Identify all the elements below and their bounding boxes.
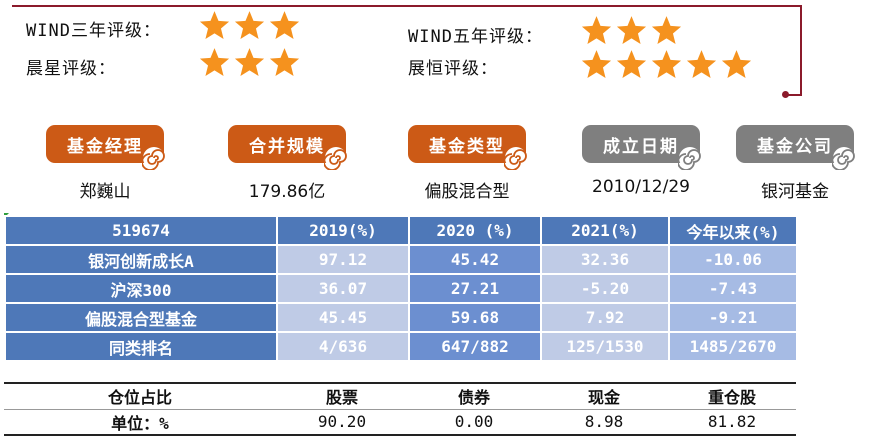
info-tag-value: 偏股混合型: [424, 182, 510, 202]
allocation-value: 90.20: [276, 409, 408, 436]
wind-3yr-stars: [198, 9, 301, 42]
frame-right-line: [800, 5, 802, 96]
star-icon: [686, 50, 717, 78]
row-label: 沪深300: [4, 273, 278, 304]
wind-5yr-stars: [580, 14, 683, 47]
star-icon: [199, 48, 230, 76]
zhanheng-stars: [580, 48, 753, 81]
allocation-table: 仓位占比 股票 债券 现金 重仓股 单位：% 90.20 0.00 8.98 81.82: [4, 382, 796, 436]
column-header: 2019(%): [276, 215, 410, 246]
table-row: 同类排名 4/636 647/882 125/1530 1485/2670: [4, 331, 798, 362]
allocation-value: 0.00: [408, 409, 540, 436]
star-icon: [581, 50, 612, 78]
frame-hook-line: [786, 94, 802, 96]
frame-dot: [782, 91, 789, 98]
info-tag-value: 2010/12/29: [592, 177, 690, 197]
allocation-header: 重仓股: [668, 382, 796, 410]
swirl-icon: [504, 147, 527, 170]
star-icon: [269, 11, 300, 39]
allocation-header: 仓位占比: [4, 382, 276, 410]
performance-table: 519674 2019(%) 2020 (%) 2021(%) 今年以来(%) 银河创新成…: [4, 215, 798, 362]
table-cell: -9.21: [668, 302, 798, 333]
allocation-header-row: 仓位占比 股票 债券 现金 重仓股: [4, 382, 796, 410]
table-cell: 4/636: [276, 331, 410, 362]
morningstar-stars: [198, 46, 301, 79]
zhanheng-rating-label: 展恒评级：: [408, 59, 498, 79]
info-tag-value: 郑巍山: [79, 182, 131, 202]
table-cell: 27.21: [408, 273, 542, 304]
star-icon: [721, 50, 752, 78]
swirl-icon: [678, 147, 701, 170]
row-label: 偏股混合型基金: [4, 302, 278, 333]
morningstar-rating-label: 晨星评级：: [26, 59, 116, 79]
allocation-header: 债券: [408, 382, 540, 410]
allocation-header: 股票: [276, 382, 408, 410]
column-header: 519674: [4, 215, 278, 246]
swirl-icon: [832, 147, 855, 170]
allocation-value: 8.98: [540, 409, 668, 436]
star-icon: [199, 11, 230, 39]
star-icon: [581, 16, 612, 44]
table-row: 沪深300 36.07 27.21 -5.20 -7.43: [4, 273, 798, 304]
star-icon: [234, 48, 265, 76]
allocation-value-row: 单位：% 90.20 0.00 8.98 81.82: [4, 409, 796, 436]
table-cell: -7.43: [668, 273, 798, 304]
info-tag-label: 合并规模: [228, 125, 346, 163]
star-icon: [651, 16, 682, 44]
table-cell: 647/882: [408, 331, 542, 362]
frame-top-line: [12, 5, 802, 7]
table-cell: 45.42: [408, 244, 542, 275]
column-header: 今年以来(%): [668, 215, 798, 246]
row-label: 银河创新成长A: [4, 244, 278, 275]
swirl-icon: [324, 147, 347, 170]
table-header-row: 519674 2019(%) 2020 (%) 2021(%) 今年以来(%): [4, 215, 798, 246]
allocation-header: 现金: [540, 382, 668, 410]
table-cell: 97.12: [276, 244, 410, 275]
star-icon: [651, 50, 682, 78]
table-cell: -10.06: [668, 244, 798, 275]
table-cell: -5.20: [540, 273, 670, 304]
table-cell: 125/1530: [540, 331, 670, 362]
table-cell: 45.45: [276, 302, 410, 333]
allocation-unit: 单位：%: [4, 409, 276, 436]
star-icon: [234, 11, 265, 39]
table-cell: 1485/2670: [668, 331, 798, 362]
table-row: 银河创新成长A 97.12 45.42 32.36 -10.06: [4, 244, 798, 275]
info-tag-value: 银河基金: [761, 182, 829, 202]
swirl-icon: [142, 147, 165, 170]
info-tag-value: 179.86亿: [248, 182, 326, 202]
star-icon: [616, 50, 647, 78]
table-cell: 59.68: [408, 302, 542, 333]
table-cell: 32.36: [540, 244, 670, 275]
column-header: 2021(%): [540, 215, 670, 246]
table-cell: 7.92: [540, 302, 670, 333]
table-row: 偏股混合型基金 45.45 59.68 7.92 -9.21: [4, 302, 798, 333]
wind-5yr-rating-label: WIND五年评级：: [408, 27, 543, 47]
column-header: 2020 (%): [408, 215, 542, 246]
star-icon: [269, 48, 300, 76]
wind-3yr-rating-label: WIND三年评级：: [26, 21, 161, 41]
table-cell: 36.07: [276, 273, 410, 304]
star-icon: [616, 16, 647, 44]
allocation-value: 81.82: [668, 409, 796, 436]
row-label: 同类排名: [4, 331, 278, 362]
